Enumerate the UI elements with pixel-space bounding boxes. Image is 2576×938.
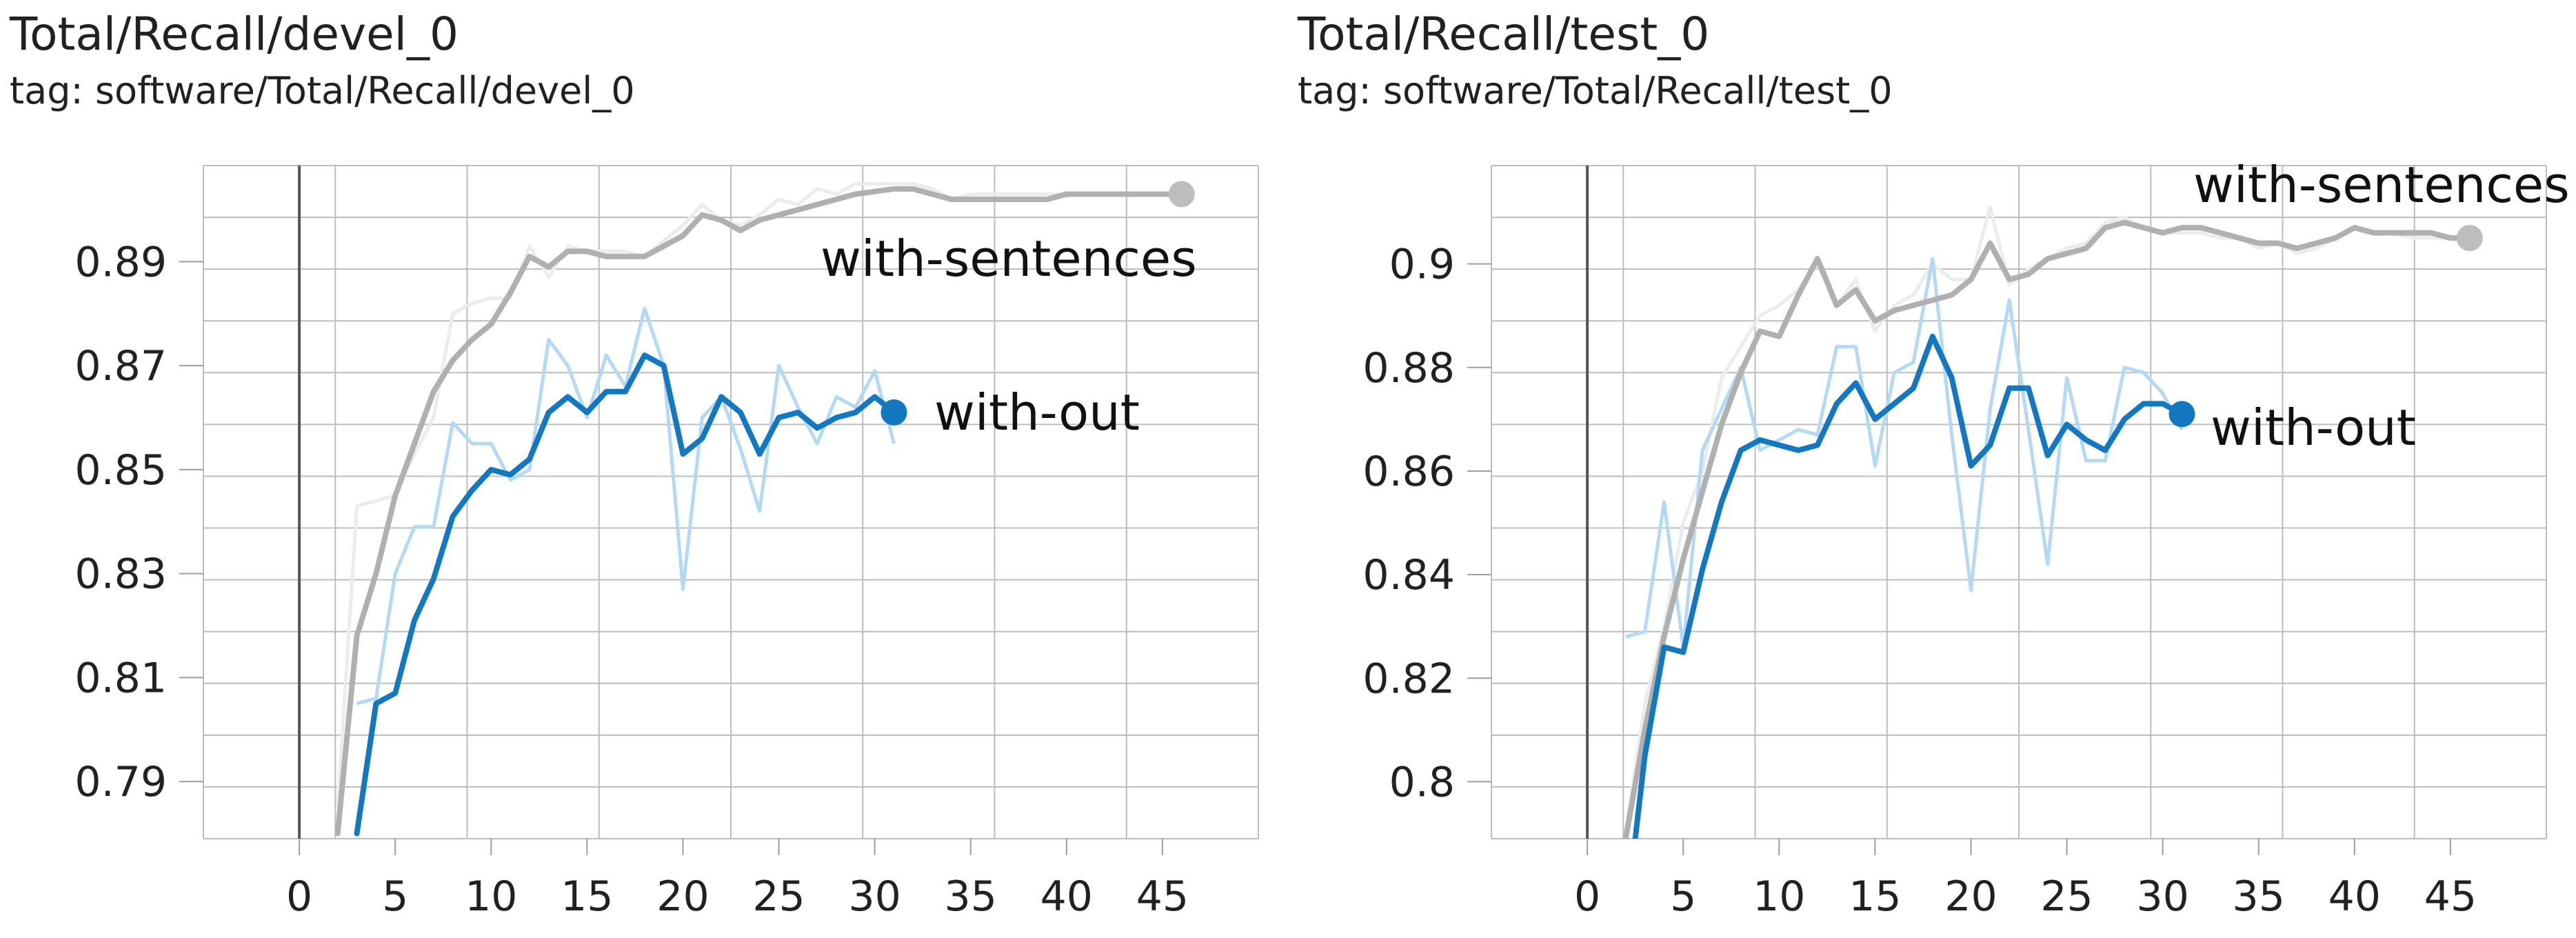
x-tick-label: 10 [465, 872, 517, 921]
grid [203, 165, 1259, 839]
series-label-with-out: with-out [2211, 399, 2416, 457]
chart-title: Total/Recall/devel_0 [10, 8, 459, 61]
chart-panel-devel: Total/Recall/devel_0 tag: software/Total… [10, 8, 1259, 921]
y-tick-label: 0.81 [74, 654, 167, 702]
series-label-with-sentences: with-sentences [821, 230, 1197, 288]
chart-tag: tag: software/Total/Recall/devel_0 [10, 69, 635, 112]
plot-area [1622, 205, 2473, 839]
x-tick-label: 0 [286, 872, 312, 921]
line-chart-test: 0.8 0.82 0.84 0.86 0.88 0.9 0 5 10 15 20 25 30 35 40 45… [1362, 156, 2570, 921]
x-tick-label: 5 [1670, 872, 1696, 921]
x-tick-label: 25 [752, 872, 805, 921]
x-tick-label: 0 [1574, 872, 1600, 921]
series-label-with-out: with-out [934, 383, 1140, 441]
series-with-out-line [1632, 333, 2185, 839]
series-with-sentences-line [1622, 219, 2473, 839]
x-tick-label: 15 [561, 872, 613, 921]
y-tick-label: 0.79 [74, 758, 167, 806]
x-tick-label: 15 [1849, 872, 1901, 921]
x-tick-label: 40 [1040, 872, 1093, 921]
chart-title: Total/Recall/test_0 [1298, 8, 1710, 61]
series-label-with-sentences: with-sentences [2193, 156, 2570, 214]
y-tick-label: 0.84 [1362, 551, 1455, 599]
x-tick-label: 25 [2040, 872, 2093, 921]
series-with-sentences-line [334, 186, 1185, 837]
x-tick-label: 45 [2424, 872, 2477, 921]
x-tick-label: 30 [2136, 872, 2188, 921]
series-with-out-line [354, 352, 897, 837]
x-tick-label: 35 [945, 872, 997, 921]
x-tick-label: 35 [2233, 872, 2285, 921]
x-tick-label: 20 [656, 872, 709, 921]
series-with-out-end-marker [881, 399, 907, 426]
x-tick-label: 5 [382, 872, 408, 921]
y-tick-label: 0.86 [1362, 448, 1455, 496]
series-with-out-raw-line [1625, 257, 2184, 649]
x-tick-label: 40 [2328, 872, 2381, 921]
y-tick-label: 0.85 [74, 446, 167, 495]
plot-area [334, 181, 1185, 837]
y-tick-label: 0.8 [1389, 758, 1455, 806]
y-tick-label: 0.9 [1389, 241, 1455, 289]
y-tick-label: 0.89 [74, 238, 167, 286]
series-with-out-end-marker [2169, 401, 2195, 428]
series-with-sentences-raw-line [336, 181, 1182, 808]
x-tick-label: 45 [1136, 872, 1189, 921]
chart-tag: tag: software/Total/Recall/test_0 [1298, 69, 1893, 112]
x-tick-label: 30 [848, 872, 900, 921]
y-tick-label: 0.82 [1362, 655, 1455, 703]
x-tick-label: 20 [1944, 872, 1997, 921]
series-with-sentences-end-marker [2456, 225, 2483, 252]
y-tick-label: 0.87 [74, 342, 167, 390]
series-with-sentences-raw-line [1624, 205, 2470, 834]
line-chart-devel: 0.79 0.81 0.83 0.85 0.87 0.89 0 5 10 15 20 25 30 35 40… [74, 165, 1259, 921]
y-tick-label: 0.88 [1362, 344, 1455, 392]
y-tick-label: 0.83 [74, 550, 167, 599]
x-tick-label: 10 [1753, 872, 1805, 921]
series-with-out-raw-line [356, 306, 896, 706]
series-with-sentences-end-marker [1168, 181, 1195, 208]
chart-panel-test: Total/Recall/test_0 tag: software/Total/… [1288, 0, 2576, 938]
